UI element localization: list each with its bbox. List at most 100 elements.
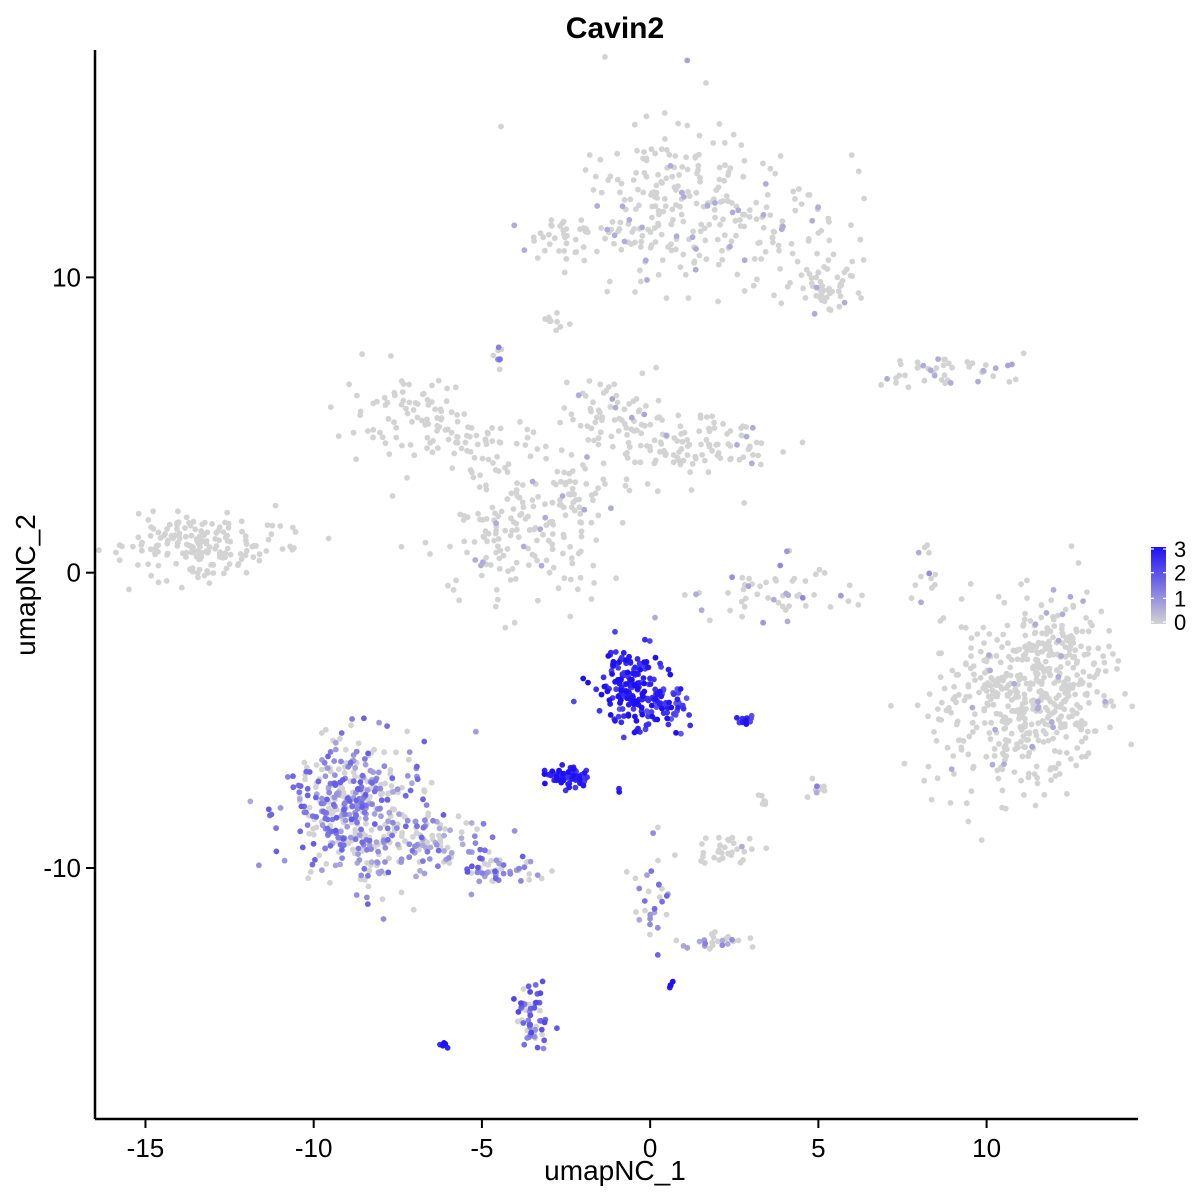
data-point: [400, 381, 407, 387]
data-point: [597, 429, 604, 436]
data-point: [943, 707, 950, 714]
data-point: [938, 377, 945, 383]
data-point: [997, 711, 1003, 718]
data-point: [561, 469, 568, 476]
data-point: [414, 414, 421, 421]
data-point: [970, 729, 976, 735]
data-point: [344, 823, 351, 830]
data-point: [996, 741, 1002, 747]
data-point: [353, 456, 359, 463]
data-point: [788, 240, 795, 247]
data-point: [638, 238, 645, 245]
data-point: [310, 825, 316, 832]
data-point: [958, 624, 965, 630]
data-point: [1055, 637, 1062, 644]
data-point: [644, 277, 650, 283]
data-point: [517, 419, 523, 425]
data-point: [366, 867, 373, 874]
data-point: [384, 797, 391, 803]
data-point: [637, 442, 644, 449]
data-point: [654, 924, 661, 931]
data-point: [537, 990, 544, 997]
data-point: [1004, 720, 1011, 726]
data-point: [426, 856, 433, 862]
data-point: [643, 113, 650, 120]
y-tick-label: -10: [43, 853, 81, 883]
data-point: [250, 554, 257, 560]
data-point: [580, 675, 587, 682]
data-point: [572, 784, 579, 791]
data-point: [611, 417, 618, 423]
data-point: [732, 217, 739, 224]
data-point: [608, 505, 614, 512]
data-point: [1046, 695, 1052, 702]
data-point: [541, 771, 548, 777]
data-point: [1004, 746, 1010, 753]
data-point: [772, 576, 778, 582]
data-point: [174, 526, 180, 532]
data-point: [359, 804, 366, 810]
data-point: [1074, 672, 1080, 678]
data-point: [1034, 780, 1041, 787]
data-point: [838, 592, 844, 599]
data-point: [549, 868, 555, 874]
data-point: [964, 359, 971, 365]
data-point: [490, 352, 497, 359]
data-point: [404, 474, 410, 481]
data-point: [893, 379, 899, 386]
data-point: [441, 832, 447, 839]
data-point: [1022, 610, 1028, 617]
data-point: [948, 709, 954, 716]
data-point: [670, 459, 677, 466]
data-point: [1041, 791, 1048, 798]
x-axis-title: umapNC_1: [544, 1155, 686, 1186]
data-point: [371, 821, 378, 827]
y-tick-label: 10: [52, 262, 81, 292]
data-point: [350, 429, 357, 436]
data-point: [492, 467, 499, 473]
data-point: [436, 832, 442, 839]
data-point: [754, 591, 761, 598]
data-point: [543, 557, 550, 564]
data-point: [502, 624, 509, 631]
data-point: [636, 660, 643, 667]
data-point: [632, 664, 638, 671]
data-point: [767, 212, 774, 219]
data-point: [338, 730, 345, 736]
data-point: [1012, 376, 1019, 383]
data-point: [617, 189, 623, 196]
data-point: [320, 808, 327, 815]
data-point: [176, 535, 183, 542]
data-point: [505, 461, 512, 468]
data-point: [1025, 753, 1031, 760]
data-point: [1001, 761, 1007, 767]
data-point: [444, 426, 451, 433]
data-point: [660, 208, 667, 215]
data-point: [560, 777, 567, 784]
data-point: [683, 695, 690, 702]
data-point: [468, 891, 475, 898]
data-point: [648, 709, 655, 715]
data-point: [222, 519, 228, 526]
data-point: [1058, 685, 1065, 692]
data-point: [476, 878, 483, 885]
colorbar: [1151, 547, 1166, 624]
data-point: [947, 380, 954, 386]
data-point: [509, 527, 515, 534]
data-point: [1050, 651, 1057, 658]
data-point: [925, 763, 932, 770]
data-point: [568, 555, 575, 562]
data-point: [296, 789, 303, 796]
data-point: [487, 562, 494, 568]
data-point: [584, 454, 590, 460]
data-point: [1048, 777, 1054, 784]
data-point: [657, 660, 663, 667]
data-point: [674, 696, 681, 703]
data-point: [436, 825, 443, 832]
data-point: [567, 576, 574, 583]
data-point: [527, 858, 534, 865]
data-point: [921, 544, 928, 551]
data-point: [458, 829, 465, 835]
data-point: [1055, 760, 1062, 767]
data-point: [968, 653, 974, 659]
